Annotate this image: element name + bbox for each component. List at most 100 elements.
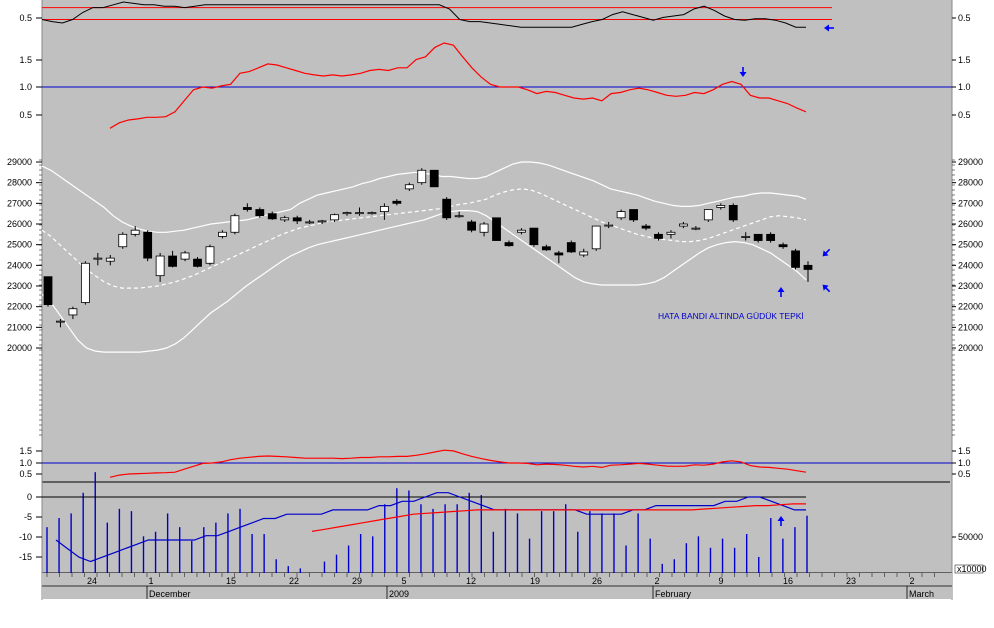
candle <box>118 233 128 248</box>
y-tick-label: 21000 <box>7 322 32 332</box>
candle <box>255 209 265 217</box>
candle <box>703 209 713 221</box>
y-tick-label: 24000 <box>7 260 32 270</box>
ratio-panel <box>42 42 952 129</box>
candle <box>68 308 78 316</box>
candle <box>504 242 514 247</box>
candle <box>230 215 240 233</box>
candle <box>180 252 190 260</box>
price-panel <box>41 161 813 353</box>
y-tick-label: 26000 <box>7 219 32 229</box>
candle <box>679 223 688 227</box>
y-tick-label: 0 <box>27 492 32 502</box>
month-label: March <box>909 589 934 599</box>
candle <box>716 204 726 208</box>
y-tick-label: 22000 <box>958 302 983 312</box>
date-label: 1 <box>148 576 153 586</box>
candle <box>367 212 377 215</box>
middle-band <box>41 188 807 289</box>
candle <box>442 198 452 219</box>
date-label: 19 <box>530 576 540 586</box>
candle <box>541 246 551 251</box>
up-arrow-icon <box>777 287 785 297</box>
candle <box>168 255 177 267</box>
candle <box>666 231 676 235</box>
y-tick-label: 28000 <box>958 178 983 188</box>
middle-ratio-panel <box>42 449 952 478</box>
date-label: 24 <box>87 576 97 586</box>
y-tick-label: 26000 <box>958 219 983 229</box>
up-arrow-icon <box>777 516 785 526</box>
arrow-head <box>739 72 747 77</box>
candle <box>193 258 202 267</box>
candle <box>791 250 800 268</box>
candle <box>467 221 477 231</box>
y-tick-label: -5 <box>24 512 32 522</box>
left-arrow-icon <box>824 24 834 32</box>
candle <box>616 211 626 219</box>
candle <box>392 200 402 204</box>
middle-ratio-line <box>109 449 807 478</box>
y-tick-label: 0.5 <box>958 469 971 479</box>
candle <box>517 229 526 233</box>
candle <box>753 233 763 241</box>
plot-background <box>42 0 952 573</box>
y-tick-label: 29000 <box>7 157 32 167</box>
candle <box>429 169 439 188</box>
date-label: 29 <box>352 576 362 586</box>
candle <box>218 231 227 237</box>
y-tick-label: 28000 <box>7 178 32 188</box>
y-tick-label: 0.5 <box>19 110 32 120</box>
volume-panel <box>42 472 808 573</box>
candle <box>454 215 464 218</box>
annotation-note: HATA BANDI ALTINDA GÜDÜK TEPKİ <box>658 311 804 321</box>
y-tick-label: -15 <box>19 552 32 562</box>
candle <box>404 184 414 190</box>
candle <box>130 229 140 235</box>
annotations: HATA BANDI ALTINDA GÜDÜK TEPKİ <box>658 24 834 526</box>
y-tick-label: 1.5 <box>958 55 971 65</box>
arrow-head <box>822 250 829 257</box>
month-label: February <box>655 589 692 599</box>
y-tick-label: 27000 <box>7 198 32 208</box>
y-tick-label: 23000 <box>7 281 32 291</box>
candle <box>641 225 651 229</box>
up-left-arrow-icon <box>822 284 831 293</box>
candle <box>691 227 701 230</box>
candle <box>604 224 614 227</box>
candle <box>803 264 813 270</box>
y-tick-label: 25000 <box>958 240 983 250</box>
date-label: 22 <box>289 576 299 586</box>
candle <box>317 220 327 223</box>
top-oscillator-panel <box>41 1 832 28</box>
y-tick-label: 0.5 <box>19 13 32 23</box>
candle <box>43 276 53 306</box>
candle <box>566 242 576 253</box>
candle <box>479 223 489 233</box>
candle <box>330 214 339 221</box>
month-label: 2009 <box>389 589 409 599</box>
candle <box>554 252 564 256</box>
arrow-head <box>824 24 829 32</box>
candle <box>728 204 738 221</box>
down-arrow-icon <box>739 67 747 77</box>
y-tick-label: 0.5 <box>958 13 971 23</box>
y-tick-label: 25000 <box>7 240 32 250</box>
date-label: 9 <box>718 576 723 586</box>
y-tick-label: 1.0 <box>958 82 971 92</box>
y-tick-label: 1.0 <box>958 458 971 468</box>
y-tick-label: 21000 <box>958 322 983 332</box>
date-label: 15 <box>226 576 236 586</box>
date-label: 5 <box>401 576 406 586</box>
candle <box>529 227 539 246</box>
candle <box>492 217 501 241</box>
y-tick-label: 27000 <box>958 198 983 208</box>
date-label: 12 <box>466 576 476 586</box>
y-tick-label: 24000 <box>958 260 983 270</box>
y-tick-label: 1.0 <box>19 458 32 468</box>
candle <box>80 262 90 303</box>
arrow-head <box>822 284 829 291</box>
volume-oscillator-blue <box>55 492 806 563</box>
oscillator-line <box>41 1 806 28</box>
